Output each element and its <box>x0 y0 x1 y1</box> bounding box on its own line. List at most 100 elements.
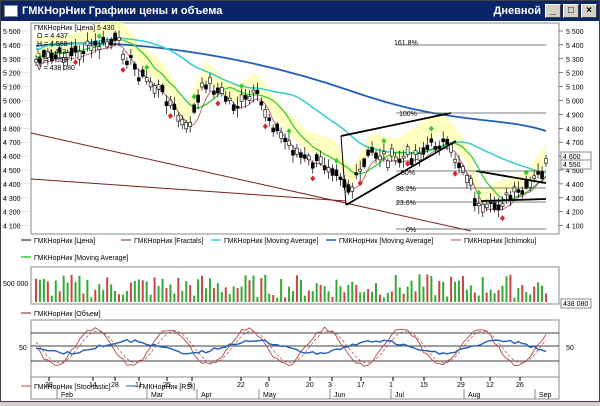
date-day-label: 14 <box>89 382 97 389</box>
candle-body <box>492 202 497 211</box>
candle-body <box>350 186 355 192</box>
candle-body <box>429 138 434 143</box>
volume-bar <box>355 284 358 302</box>
date-day-label: 22 <box>237 382 245 389</box>
price-tick-label-left: 4 700 <box>3 140 21 147</box>
volume-bar <box>315 283 318 302</box>
date-day-label: 26 <box>516 382 524 389</box>
candle-body <box>409 158 414 166</box>
volume-bar <box>133 280 136 302</box>
volume-bar <box>272 295 275 302</box>
volume-bar <box>517 287 520 302</box>
current-price-label: 4 550 <box>563 162 581 169</box>
candle-body <box>378 155 382 161</box>
chart-area[interactable]: ГМКНорНик [Цена] 5 430 O = 4 437 H = 4 5… <box>1 15 599 401</box>
volume-bar <box>485 292 488 302</box>
volume-bar <box>307 290 310 302</box>
volume-bar <box>212 287 215 302</box>
volume-bar <box>509 274 512 302</box>
candle-body <box>255 89 260 94</box>
volume-bar <box>35 278 37 302</box>
candle-body <box>520 190 525 195</box>
candle-body <box>69 47 74 57</box>
candle-body <box>386 160 390 168</box>
candle-body <box>113 32 117 41</box>
candle-body <box>212 91 216 95</box>
volume-bar <box>276 297 279 302</box>
volume-bar <box>110 284 113 302</box>
date-axis-pane <box>30 376 560 400</box>
price-tick-label-left: 4 200 <box>3 210 21 217</box>
date-day-label: 28 <box>45 382 53 389</box>
volume-bar <box>58 291 61 302</box>
volume-bar <box>173 293 176 302</box>
volume-bar <box>461 276 464 302</box>
volume-bar <box>106 277 109 302</box>
period-label[interactable]: Дневной <box>493 5 542 17</box>
fib-label: 50% <box>401 170 415 177</box>
volume-bar <box>216 283 219 302</box>
candle-body <box>393 156 398 162</box>
volume-bar <box>78 275 81 302</box>
chart-canvas[interactable]: ГМКНорНик [Цена] 5 430 O = 4 437 H = 4 5… <box>1 15 599 401</box>
price-tick-label: 4 900 <box>566 112 584 119</box>
volume-bar <box>86 279 89 302</box>
osc-axis-label-right: 50 <box>566 345 574 352</box>
volume-bar <box>118 294 121 302</box>
volume-bar <box>236 288 239 302</box>
candle-body <box>303 154 307 159</box>
fractal-down-marker <box>215 100 221 107</box>
candle-body <box>176 115 181 122</box>
candle-body <box>140 69 145 77</box>
close-button[interactable]: × <box>581 4 597 18</box>
date-day-label: 15 <box>420 382 428 389</box>
price-tick-label-left: 4 300 <box>3 196 21 203</box>
volume-bar <box>177 277 180 302</box>
candle-body <box>105 41 109 48</box>
candle-body <box>362 158 366 168</box>
candle-body <box>152 85 157 94</box>
date-day-label: 8 <box>188 382 192 389</box>
candle-body <box>216 87 220 94</box>
title-bar[interactable]: ГМКНорНик Графики цены и объема Дневной … <box>1 1 599 21</box>
candle-body <box>192 104 196 113</box>
volume-bar <box>521 284 524 302</box>
candle-body <box>97 46 102 50</box>
fractal-down-marker <box>73 59 79 66</box>
trend-line <box>30 132 472 232</box>
date-month-label: Aug <box>468 392 481 399</box>
volume-bar <box>469 285 472 302</box>
maximize-button[interactable]: □ <box>563 4 579 18</box>
fractal-up-marker <box>333 157 339 164</box>
candle-body <box>164 101 169 106</box>
price-tick-label-left: 4 900 <box>3 112 21 119</box>
volume-bar <box>414 291 417 302</box>
fib-label: 100% <box>399 111 417 118</box>
candle-body <box>188 121 192 127</box>
volume-legend: ГМКНорНик [Объем] <box>34 310 101 318</box>
date-month-label: Jul <box>395 392 404 399</box>
volume-bar <box>189 285 192 302</box>
fractal-down-marker <box>167 112 173 119</box>
volume-bar <box>351 281 354 302</box>
candle-body <box>476 203 481 207</box>
minimize-button[interactable]: _ <box>545 4 561 18</box>
volume-bar <box>335 279 338 302</box>
volume-bar <box>359 292 362 302</box>
volume-bar <box>157 285 160 302</box>
candle-body <box>220 87 224 94</box>
date-day-label: 6 <box>265 382 269 389</box>
candle-body <box>449 144 453 153</box>
candle-body <box>144 77 149 82</box>
candle-body <box>540 170 544 180</box>
price-tick-label: 5 400 <box>566 43 584 50</box>
volume-bar <box>434 295 437 302</box>
price-tick-label-left: 5 200 <box>3 71 21 78</box>
candle-body <box>156 84 161 90</box>
volume-bar <box>264 274 267 302</box>
volume-bar <box>153 277 156 302</box>
price-tick-label: 5 100 <box>566 85 584 92</box>
price-tick-label: 5 300 <box>566 57 584 64</box>
rsi-line <box>35 338 547 355</box>
candle-body <box>437 145 442 150</box>
